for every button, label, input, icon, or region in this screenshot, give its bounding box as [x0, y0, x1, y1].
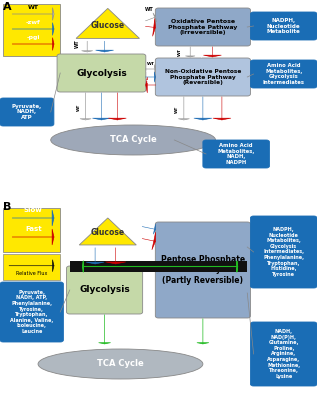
Text: -pgi: -pgi: [201, 48, 205, 56]
Text: TCA Cycle: TCA Cycle: [97, 360, 144, 368]
Text: Glycolysis: Glycolysis: [79, 286, 130, 294]
Text: Slow: Slow: [24, 207, 43, 213]
Text: -zwf: -zwf: [146, 70, 155, 74]
FancyBboxPatch shape: [203, 140, 269, 168]
Text: Pyruvate,
NADH, ATP,
Phenylalanine,
Tyrosine,
Tryptophan,
Alanine, Valine,
Isole: Pyruvate, NADH, ATP, Phenylalanine, Tyro…: [10, 290, 53, 334]
Text: A: A: [3, 2, 12, 12]
FancyBboxPatch shape: [57, 54, 146, 92]
Text: Pentose Phosphate
Pathway
(Partly Reversible): Pentose Phosphate Pathway (Partly Revers…: [161, 256, 245, 284]
FancyBboxPatch shape: [155, 8, 250, 46]
FancyBboxPatch shape: [0, 282, 63, 342]
Bar: [3, 208, 60, 252]
Text: TCA Cycle: TCA Cycle: [110, 136, 157, 144]
Text: WT: WT: [28, 5, 39, 10]
FancyBboxPatch shape: [67, 266, 143, 314]
Text: -pgi: -pgi: [144, 20, 154, 24]
FancyBboxPatch shape: [250, 322, 317, 386]
Text: -pgi: -pgi: [213, 105, 217, 114]
Text: WT: WT: [147, 62, 154, 66]
Text: -pgi: -pgi: [108, 103, 112, 112]
FancyBboxPatch shape: [250, 12, 317, 40]
Ellipse shape: [51, 125, 216, 155]
Text: Amino Acid
Metabolites,
Glycolysis
Intermediates: Amino Acid Metabolites, Glycolysis Inter…: [263, 63, 305, 85]
Text: Slow: Slow: [141, 221, 153, 225]
Text: -zwf: -zwf: [26, 20, 41, 25]
Text: Glucose: Glucose: [91, 20, 125, 30]
Text: B: B: [3, 202, 11, 212]
Text: Glycolysis: Glycolysis: [76, 68, 127, 78]
Polygon shape: [76, 8, 139, 38]
Text: Pyruvate,
NADH,
ATP: Pyruvate, NADH, ATP: [12, 104, 42, 120]
Text: WT: WT: [77, 104, 81, 111]
Text: Amino Acid
Metabolites,
NADH,
NADPH: Amino Acid Metabolites, NADH, NADPH: [217, 143, 255, 165]
Text: Relative Flux: Relative Flux: [16, 271, 47, 276]
Bar: [3, 4, 60, 56]
Text: Slow: Slow: [82, 247, 86, 258]
FancyBboxPatch shape: [155, 222, 250, 318]
Text: Oxidative Pentose
Phosphate Pathway
(Irreversible): Oxidative Pentose Phosphate Pathway (Irr…: [168, 19, 237, 35]
Text: Fast: Fast: [142, 233, 152, 237]
Text: -zwf: -zwf: [93, 103, 96, 112]
Text: Fast: Fast: [25, 226, 42, 232]
FancyBboxPatch shape: [250, 216, 317, 288]
Text: WT: WT: [178, 48, 182, 56]
Text: Non-Oxidative Pentose
Phosphate Pathway
(Reversible): Non-Oxidative Pentose Phosphate Pathway …: [165, 69, 241, 85]
Text: NADPH,
Nucleotide
Metabolites,
Glycolysis
Intermediates,
Phenylalanine,
Tryptoph: NADPH, Nucleotide Metabolites, Glycolysi…: [263, 227, 304, 277]
Text: WT: WT: [175, 106, 179, 113]
Bar: [70, 261, 247, 272]
Text: WT: WT: [145, 7, 153, 12]
FancyBboxPatch shape: [250, 60, 317, 88]
Ellipse shape: [38, 349, 203, 379]
Text: Glucose: Glucose: [91, 228, 125, 238]
Text: -zwf: -zwf: [95, 38, 99, 48]
Text: -pgi: -pgi: [146, 79, 155, 83]
Text: NADPH,
Nucleotide
Metabolite: NADPH, Nucleotide Metabolite: [267, 18, 301, 34]
FancyBboxPatch shape: [155, 58, 250, 96]
Text: NADH,
NAD(P)H,
Glutamine,
Proline,
Arginine,
Asparagine,
Methionine,
Threonine,
: NADH, NAD(P)H, Glutamine, Proline, Argin…: [267, 329, 300, 379]
Bar: [3, 254, 60, 280]
Text: -zwf: -zwf: [194, 105, 198, 114]
Text: Fast: Fast: [103, 247, 107, 258]
FancyBboxPatch shape: [0, 98, 54, 126]
Polygon shape: [79, 218, 136, 245]
Text: WT: WT: [75, 39, 80, 48]
Text: -pgi: -pgi: [27, 35, 40, 40]
